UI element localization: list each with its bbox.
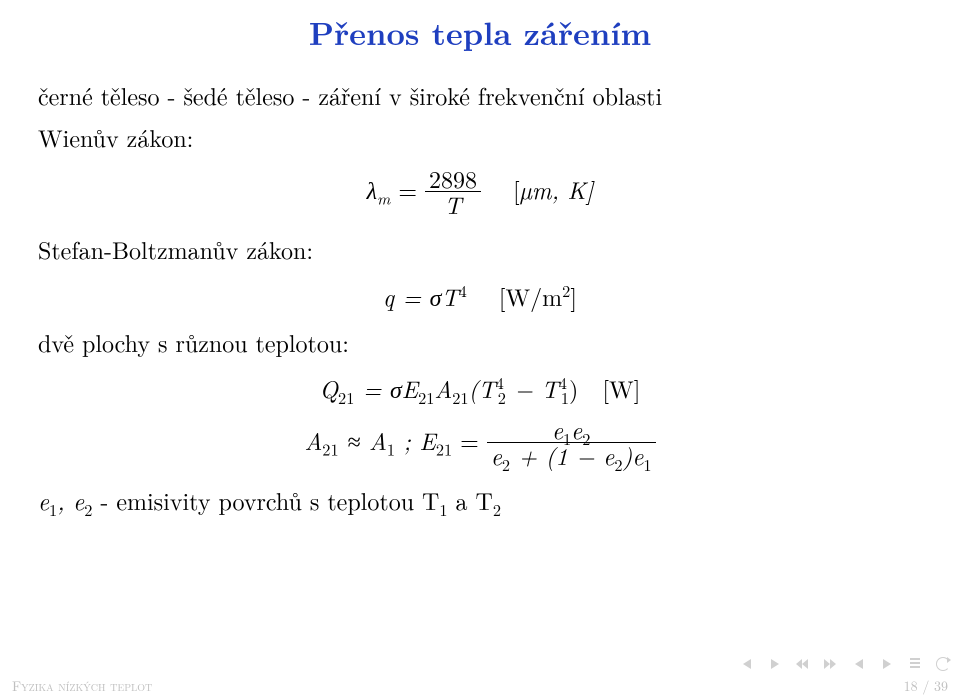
eq-wien: λm = 2898 T [µm, K] bbox=[38, 168, 922, 219]
eq-a21: A21 ≈ A1 ; E21 = e1e2 e2 + (1 − e2)e1 bbox=[38, 419, 922, 470]
lambda: λ bbox=[367, 172, 377, 206]
a21-s21b: 21 bbox=[436, 437, 452, 460]
footer-page-number: 18 / 39 bbox=[904, 676, 948, 696]
a21-s1: 1 bbox=[387, 437, 395, 460]
sb-lhs: q = σT bbox=[383, 279, 459, 313]
nav-next-subsection-icon[interactable] bbox=[824, 657, 838, 671]
lambda-sub: m bbox=[377, 186, 390, 209]
footer: Fyzika nízkých teplot 18 / 39 bbox=[0, 674, 960, 700]
a21-den-s2a: 2 bbox=[502, 453, 510, 476]
nav-replay-icon[interactable] bbox=[936, 657, 950, 671]
e1e2-T2: 2 bbox=[493, 498, 501, 521]
sb-unit: [W/m bbox=[475, 279, 562, 313]
e1e2-a: a T bbox=[448, 483, 493, 517]
wien-unit-sep: , K] bbox=[552, 172, 594, 206]
line-two-surfaces: dvě plochy s různou teplotou: bbox=[38, 326, 922, 358]
nav-prev-slide-icon[interactable] bbox=[852, 657, 866, 671]
slide-body: černé těleso - šedé těleso - záření v ši… bbox=[0, 55, 960, 516]
nav-next-slide-icon[interactable] bbox=[880, 657, 894, 671]
nav-prev-section-icon[interactable] bbox=[740, 657, 754, 671]
wien-eq: = bbox=[390, 172, 425, 206]
sb-sup: 4 bbox=[459, 279, 467, 302]
slide: Přenos tepla zářením černé těleso - šedé… bbox=[0, 0, 960, 700]
q21-s2: 21 bbox=[418, 386, 434, 409]
q21-sub1: 1 bbox=[561, 386, 569, 409]
a21-den-plus: + (1 − e bbox=[510, 438, 614, 472]
q21-sub2: 2 bbox=[498, 386, 506, 409]
a21-den-s2b: 2 bbox=[614, 453, 622, 476]
a21-den: e2 + (1 − e2)e1 bbox=[487, 443, 656, 468]
wien-unit-mu: µm bbox=[520, 172, 552, 206]
e1e2-s1: 1 bbox=[49, 498, 57, 521]
a21-frac: e1e2 e2 + (1 − e2)e1 bbox=[487, 417, 656, 468]
e1e2-e: e bbox=[38, 483, 49, 517]
q21-A: A bbox=[434, 371, 452, 405]
e1e2-rest: - emisivity povrchů s teplotou T bbox=[92, 483, 439, 517]
footer-left: Fyzika nízkých teplot bbox=[12, 676, 152, 696]
e1e2-mid: , e bbox=[57, 483, 84, 517]
a21-den-s1b: 1 bbox=[643, 453, 651, 476]
line-emissivity: e1, e2 - emisivity povrchů s teplotou T1… bbox=[38, 484, 922, 516]
wien-frac: 2898 T bbox=[425, 166, 481, 217]
wien-den: T bbox=[425, 192, 481, 217]
q21-eq: = σE bbox=[354, 371, 418, 405]
nav-outline-icon[interactable] bbox=[908, 657, 922, 671]
a21-den-e2a: e bbox=[491, 438, 502, 472]
q21-s3: 21 bbox=[452, 386, 468, 409]
q21-close: ) [W] bbox=[569, 371, 640, 405]
line-wien-label: Wienův zákon: bbox=[38, 121, 922, 153]
a21-approx: ≈ A bbox=[339, 423, 387, 457]
wien-unit-open: [ bbox=[489, 172, 520, 206]
title-text: Přenos tepla zářením bbox=[309, 10, 651, 55]
nav-next-section-icon[interactable] bbox=[768, 657, 782, 671]
line-sb-label: Stefan-Boltzmanův zákon: bbox=[38, 233, 922, 265]
beamer-nav bbox=[740, 654, 950, 674]
line-intro: černé těleso - šedé těleso - záření v ši… bbox=[38, 79, 922, 111]
slide-title: Přenos tepla zářením bbox=[0, 0, 960, 55]
a21-eq: = bbox=[452, 423, 487, 457]
eq-stefan-boltzmann: q = σT4 [W/m2] bbox=[38, 280, 922, 312]
a21-semi: ; E bbox=[395, 423, 436, 457]
e1e2-T1: 1 bbox=[439, 498, 447, 521]
q21-open: (T bbox=[469, 371, 496, 405]
a21-A: A bbox=[304, 423, 322, 457]
q21-minus: − T bbox=[506, 371, 559, 405]
a21-s21a: 21 bbox=[322, 437, 338, 460]
eq-q21: Q21 = σE21A21(T42 − T41) [W] bbox=[38, 372, 922, 404]
q21-Q: Q bbox=[320, 371, 338, 405]
a21-den-close: )e bbox=[623, 438, 644, 472]
q21-s1: 21 bbox=[338, 386, 354, 409]
nav-prev-subsection-icon[interactable] bbox=[796, 657, 810, 671]
sb-unit-close: ] bbox=[570, 279, 577, 313]
